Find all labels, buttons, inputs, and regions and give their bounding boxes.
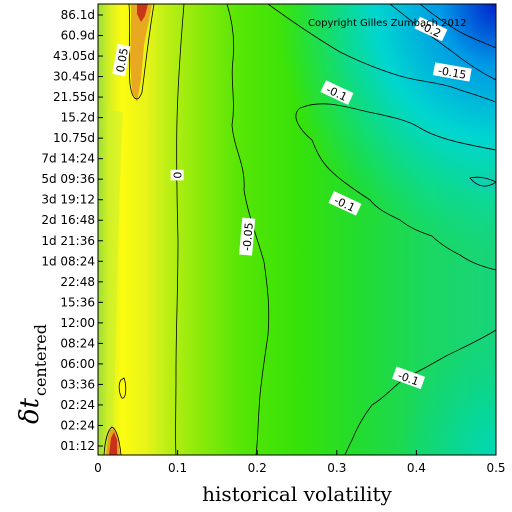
contour-line-minus-0.1-mid (295, 103, 496, 271)
contour-line-0.05-top (128, 4, 155, 100)
contour-label-text: -0.15 (437, 64, 467, 82)
x-axis-title: historical volatility (202, 482, 392, 506)
plot-frame (97, 3, 497, 456)
y-tick-label: 06:00 (60, 357, 95, 371)
x-tick-label: 0.3 (327, 461, 346, 475)
y-axis-title-sub: centered (31, 324, 50, 396)
y-tick-label: 1d 21:36 (41, 234, 95, 248)
contour-line-0 (175, 4, 185, 455)
contour-label-background (414, 16, 448, 42)
heatmap-hotspot-bottom-core (109, 432, 117, 455)
contour-label: -0.15 (432, 62, 472, 82)
y-tick-label: 7d 14:24 (41, 152, 95, 166)
y-tick-label: 30.45d (53, 70, 95, 84)
y-tick-label: 02:24 (60, 418, 95, 432)
y-tick-label: 22:48 (60, 275, 95, 289)
contour-label-background (432, 62, 472, 82)
y-axis-title: δt centered (15, 324, 50, 424)
contour-label: -0.05 (239, 217, 256, 256)
contour-line-minus-0.15 (389, 4, 496, 81)
y-tick-label: 43.05d (53, 49, 95, 63)
plot-area: 0.050-0.05-0.1-0.1-0.1-0.15-0.2 Copyrigh… (98, 4, 496, 455)
contour-line-minus-0.1-upper (267, 4, 496, 103)
y-tick-label: 12:00 (60, 316, 95, 330)
y-axis-title-main: δt (15, 397, 45, 424)
y-tick-label: 10.75d (53, 131, 95, 145)
x-tick-label: 0.1 (168, 461, 187, 475)
y-tick-label: 2d 16:48 (41, 213, 95, 227)
x-tick-label: 0.5 (486, 461, 505, 475)
contour-line-minus-0.2 (419, 4, 496, 49)
y-tick-label: 1d 08:24 (41, 254, 95, 268)
y-tick-label: 08:24 (60, 336, 95, 350)
y-tick-label: 03:36 (60, 377, 95, 391)
contour-label-background (320, 80, 354, 105)
contour-label-background (170, 169, 184, 181)
heatmap-hotspot-top-core (137, 4, 148, 22)
y-axis: 01:12 02:24 02:24 03:36 06:00 08:24 12:00 15:36… (41, 8, 103, 453)
heatmap-blue-region (98, 4, 496, 455)
contour-label-text: -0.05 (240, 222, 255, 251)
contour-label-background (328, 191, 362, 216)
heatmap-hotspot-top (130, 4, 152, 102)
y-tick-label: 02:24 (60, 398, 95, 412)
contour-label-text: 0 (172, 172, 185, 179)
y-tick-label: 15.2d (61, 111, 95, 125)
y-tick-label: 15:36 (60, 295, 95, 309)
y-tick-label: 21.55d (53, 90, 95, 104)
contour-line-minus-0.1-loop (469, 176, 496, 187)
contour-label-text: 0.05 (114, 47, 131, 73)
copyright-text: Copyright Gilles Zumbach 2012 (308, 18, 467, 29)
contour-label-background (392, 366, 426, 390)
y-tick-label: 60.9d (61, 29, 95, 43)
y-tick-label: 5d 09:36 (41, 172, 95, 186)
heatmap-cyan-streak (460, 170, 496, 194)
y-tick-label: 3d 19:12 (41, 193, 95, 207)
x-axis: 0 0.1 0.2 0.3 0.4 0.5 (94, 450, 506, 475)
contour-label: 0.05 (112, 43, 131, 77)
contour-line-minus-0.1-lower (344, 329, 496, 455)
x-tick-label: 0.2 (248, 461, 267, 475)
x-tick-label: 0 (94, 461, 102, 475)
x-tick-label: 0.4 (407, 461, 426, 475)
contour-label-background (112, 43, 131, 77)
contour-line-0.05-loop (118, 377, 127, 399)
contour-label-background (239, 217, 256, 256)
contour-line-0.05-bottom (103, 426, 122, 455)
y-tick-label: 01:12 (60, 439, 95, 453)
contour-label: 0 (170, 169, 185, 181)
heatmap-light-band (106, 110, 123, 430)
y-tick-label: 86.1d (61, 8, 95, 22)
